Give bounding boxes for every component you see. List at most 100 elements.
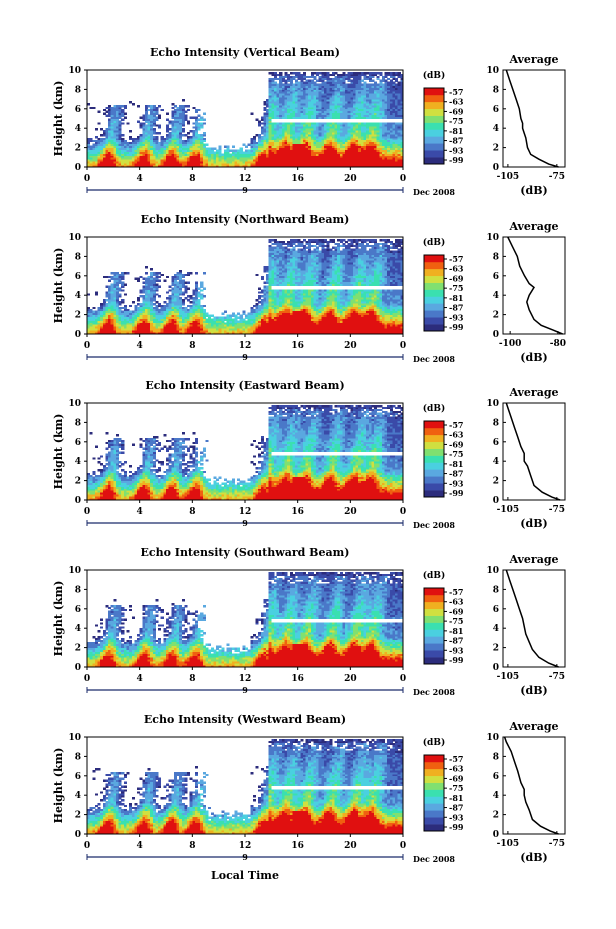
heatmap-cell [160,147,164,150]
heatmap-cell [287,95,291,98]
heatmap-cell [366,71,370,75]
heatmap-cell [142,281,146,284]
heatmap-cell [316,143,320,147]
heatmap-cell [152,161,156,164]
heatmap-cell [268,101,272,104]
heatmap-cell [318,151,322,154]
heatmap-cell [158,271,162,275]
heatmap-cell [197,139,201,143]
heatmap-cell [308,139,312,143]
heatmap-cell [110,135,114,139]
heatmap-cell [263,151,267,154]
heatmap-cell [318,77,322,81]
heatmap-cell [313,85,317,88]
heatmap-cell [110,130,114,133]
heatmap-cell [287,161,291,164]
heatmap-cell [155,149,159,152]
heatmap-cell [260,132,264,135]
heatmap-cell [276,126,280,129]
heatmap-cell [255,134,259,137]
heatmap-cell [121,281,125,284]
heatmap-cell [123,271,127,275]
heatmap-cell [276,116,280,119]
heatmap-cell [100,163,104,166]
heatmap-cell [321,91,325,94]
heatmap-cell [144,118,148,121]
heatmap-cell [118,128,122,131]
heatmap-cell [218,159,222,162]
heatmap-cell [181,153,185,156]
heatmap-cell [123,157,127,160]
heatmap-cell [321,89,325,92]
heatmap-cell [255,153,259,156]
heatmap-cell [260,145,264,148]
heatmap-cell [268,79,272,83]
heatmap-cell [142,114,146,117]
heatmap-cell [260,141,264,145]
colorbar-swatch [424,150,444,158]
heatmap-cell [252,308,256,312]
heatmap-cell [310,132,314,135]
heatmap-cell [150,130,154,133]
heatmap-cell [189,161,193,164]
heatmap-cell [252,139,256,143]
heatmap-cell [273,106,277,110]
heatmap-cell [168,285,172,288]
heatmap-cell [297,161,301,164]
heatmap-cell [284,134,288,137]
heatmap-cell [281,145,285,148]
heatmap-cell [295,151,299,154]
heatmap-cell [139,163,143,166]
heatmap-cell [144,110,148,114]
heatmap-cell [110,114,114,117]
heatmap-cell [202,155,206,158]
heatmap-cell [113,110,117,114]
heatmap-cell [295,95,299,98]
heatmap-cell [92,161,96,164]
heatmap-cell [110,116,114,119]
heatmap-cell [284,108,288,112]
heatmap-cell [163,143,167,147]
heatmap-cell [173,118,177,121]
heatmap-cell [292,135,296,139]
heatmap-cell [147,145,151,148]
heatmap-cell [260,143,264,147]
heatmap-cell [324,93,328,96]
heatmap-cell [197,134,201,137]
heatmap-cell [168,120,172,123]
heatmap-cell [289,161,293,164]
heatmap-cell [100,155,104,158]
heatmap-cell [276,87,280,90]
heatmap-cell [229,161,233,164]
heatmap-cell [97,151,101,154]
heatmap-cell [289,87,293,90]
heatmap-cell [313,139,317,143]
heatmap-cell [208,147,212,150]
heatmap-cell [134,151,138,154]
heatmap-cell [258,134,262,137]
heatmap-cell [179,122,183,125]
heatmap-cell [231,155,235,158]
average-y-tick-label: 8 [493,85,499,95]
heatmap-cell [305,139,309,143]
heatmap-cell [137,302,141,306]
heatmap-cell [245,165,249,168]
heatmap-cell [184,116,188,119]
heatmap-cell [179,147,183,150]
heatmap-cell [297,159,301,162]
heatmap-cell [310,149,314,152]
heatmap-cell [92,147,96,150]
heatmap-cell [102,299,106,302]
heatmap-cell [245,151,249,154]
heatmap-cell [113,153,117,156]
heatmap-cell [150,145,154,148]
heatmap-cell [329,165,333,168]
heatmap-cell [252,165,256,168]
heatmap-cell [300,89,304,92]
heatmap-cell [158,132,162,135]
heatmap-cell [313,104,317,108]
heatmap-cell [150,157,154,160]
heatmap-cell [260,130,264,133]
heatmap-cell [179,163,183,166]
heatmap-cell [300,149,304,152]
